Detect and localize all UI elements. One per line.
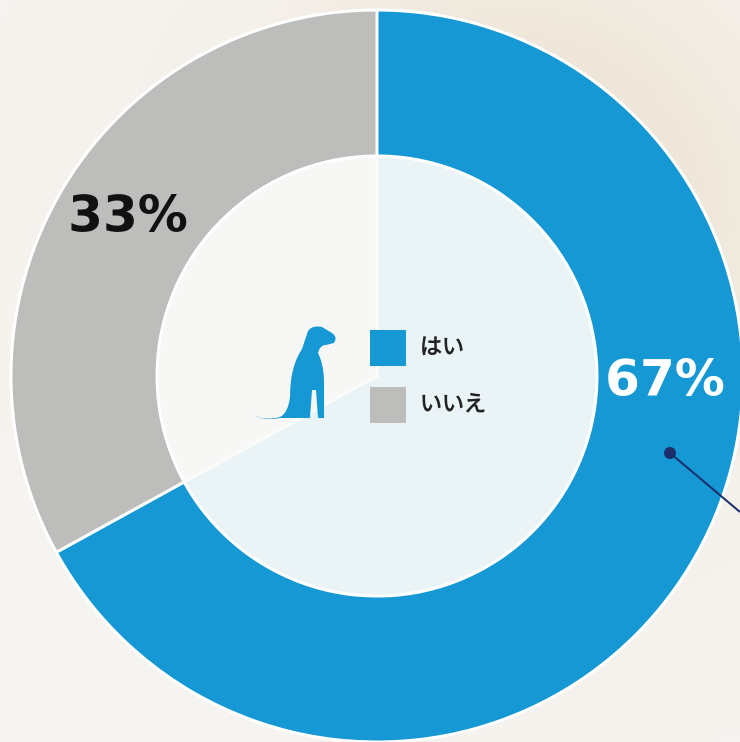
chart: 67% はい 33% いいえ — [0, 0, 740, 742]
value-label: 33% — [68, 186, 188, 244]
donut-hole — [157, 156, 597, 596]
legend-swatch — [370, 330, 406, 366]
legend-label: はい — [420, 335, 464, 360]
legend-swatch — [370, 387, 406, 423]
callout-dot — [664, 447, 676, 459]
legend-label: いいえ — [420, 392, 486, 417]
value-label: 67% — [605, 350, 725, 408]
